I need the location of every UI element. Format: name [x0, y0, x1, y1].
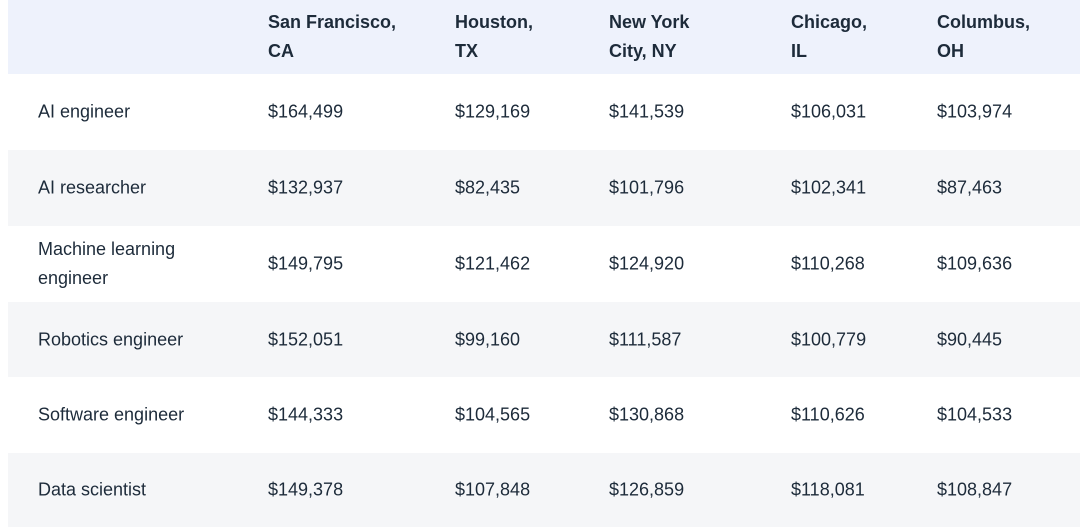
table-cell: $101,796 — [609, 177, 685, 198]
table-cell: $129,169 — [455, 101, 531, 122]
table-cell: $164,499 — [268, 101, 344, 122]
table-cell: AI engineer — [38, 101, 131, 122]
table-cell: $118,081 — [791, 479, 865, 500]
table-cell: New York City, NY — [609, 12, 690, 61]
table-cell: $141,539 — [609, 101, 685, 122]
table-cell: $109,636 — [937, 253, 1013, 274]
table-cell: $106,031 — [791, 101, 867, 122]
table-cell: $111,587 — [609, 329, 682, 349]
table-cell: $103,974 — [937, 101, 1013, 122]
table-cell: $110,268 — [791, 253, 865, 274]
table-cell: $102,341 — [791, 177, 867, 198]
table-row: Machine learning engineer $149,795 $121,46… — [8, 226, 1080, 302]
table-row: Robotics engineer $152,051 $99,160 $111,587… — [8, 302, 1080, 377]
table-cell: $90,445 — [937, 329, 1003, 349]
table-cell: Machine learning engineer — [38, 239, 176, 288]
table-row: Data scientist $149,378 $107,848 $126,859 $1… — [8, 453, 1080, 527]
table-cell: $104,533 — [937, 404, 1013, 425]
table-row: AI engineer $164,499 $129,169 $141,539 $106,… — [8, 74, 1080, 150]
table-header: San Francisco, CA Houston, TX New York Cit… — [8, 0, 1080, 74]
table-cell: Houston, TX — [455, 12, 533, 61]
table-cell: $152,051 — [268, 329, 344, 349]
table-cell: $87,463 — [937, 177, 1003, 198]
table-cell: $108,847 — [937, 479, 1013, 500]
table-row: Software engineer $144,333 $104,565 $130,86… — [8, 377, 1080, 453]
table-cell: $104,565 — [455, 404, 531, 425]
table-cell: $130,868 — [609, 404, 685, 425]
table-cell: $149,378 — [268, 479, 344, 500]
table-cell: $82,435 — [455, 177, 521, 198]
table-cell: $144,333 — [268, 404, 344, 425]
table-cell: Data scientist — [38, 479, 147, 500]
table-cell: Software engineer — [38, 404, 185, 425]
table-cell: Robotics engineer — [38, 329, 184, 349]
table-row: AI researcher $132,937 $82,435 $101,796 $102… — [8, 150, 1080, 226]
table-cell: $149,795 — [268, 253, 344, 274]
table-cell: $107,848 — [455, 479, 531, 500]
table-cell: San Francisco, CA — [268, 12, 397, 61]
table-cell: $124,920 — [609, 253, 685, 274]
table-cell: $110,626 — [791, 404, 865, 425]
table-cell: AI researcher — [38, 177, 147, 198]
table-cell: $99,160 — [455, 329, 521, 349]
table-cell: $100,779 — [791, 329, 867, 349]
table-cell: Chicago, IL — [791, 12, 868, 61]
table-cell: $132,937 — [268, 177, 344, 198]
table-cell: $126,859 — [609, 479, 685, 500]
table-cell: $121,462 — [455, 253, 531, 274]
table-cell: Columbus, OH — [937, 12, 1030, 61]
